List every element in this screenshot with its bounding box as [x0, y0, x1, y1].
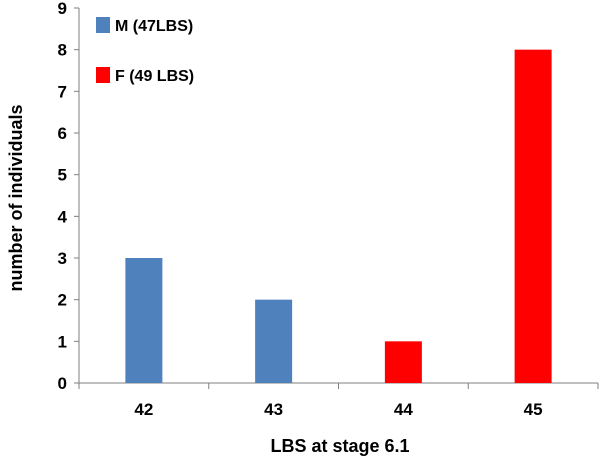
x-tick-label: 42 — [134, 400, 153, 419]
x-tick-label: 43 — [264, 400, 283, 419]
bar — [514, 49, 552, 384]
legend-label: M (47LBS) — [115, 18, 193, 35]
y-tick-label: 5 — [58, 166, 67, 185]
y-tick-label: 8 — [58, 41, 67, 60]
bars — [125, 49, 552, 384]
y-tick-label: 3 — [58, 249, 67, 268]
y-axis-title: number of individuals — [6, 104, 26, 291]
y-tick-label: 1 — [58, 332, 67, 351]
bar — [384, 341, 422, 383]
y-tick-label: 9 — [58, 0, 67, 18]
legend-swatch — [96, 17, 110, 33]
bar — [125, 258, 163, 383]
y-tick-label: 4 — [58, 207, 68, 226]
bar — [255, 299, 293, 383]
legend-swatch — [96, 67, 110, 83]
y-tick-label: 0 — [58, 374, 67, 393]
x-tick-label: 45 — [524, 400, 543, 419]
y-tick-label: 7 — [58, 82, 67, 101]
legend-label: F (49 LBS) — [115, 68, 194, 85]
x-axis-title: LBS at stage 6.1 — [270, 436, 409, 456]
legend: M (47LBS) F (49 LBS) — [96, 17, 194, 85]
y-tick-label: 6 — [58, 124, 67, 143]
x-tick-label: 44 — [394, 400, 413, 419]
y-tick-label: 2 — [58, 291, 67, 310]
axes — [74, 7, 599, 389]
